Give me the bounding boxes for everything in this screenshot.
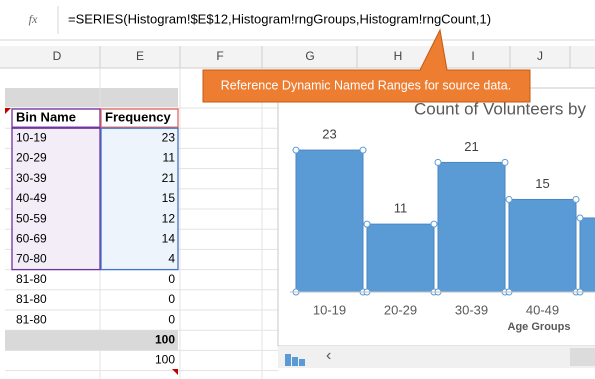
column-header-strip <box>0 46 595 68</box>
comment-marker <box>172 369 178 375</box>
column-header: F <box>216 49 223 63</box>
cell: 12 <box>162 211 176 225</box>
selection-handle <box>501 158 509 166</box>
callout-text: Reference Dynamic Named Ranges for sourc… <box>221 78 511 92</box>
selection <box>11 108 101 128</box>
selection-handle <box>434 158 442 166</box>
selection-fill <box>11 127 101 271</box>
cell: 4 <box>168 252 175 266</box>
bar <box>295 149 364 293</box>
cell: 14 <box>162 231 176 245</box>
callout <box>202 28 531 103</box>
cell[interactable]: 60-69 <box>16 231 47 245</box>
cell: 23 <box>162 130 176 144</box>
selection <box>100 108 179 128</box>
header-cell: Bin Name <box>16 110 76 125</box>
data-label: 21 <box>464 139 478 154</box>
data-label: 15 <box>535 176 549 191</box>
cell: 100 <box>155 353 175 367</box>
column-header: G <box>305 49 314 63</box>
selection-handle <box>430 220 438 228</box>
cell: 0 <box>168 292 175 306</box>
sheet-icon[interactable] <box>285 354 291 366</box>
cell: 11 <box>163 151 176 165</box>
data-label: 23 <box>322 127 336 142</box>
selection-handle <box>359 146 367 154</box>
selection-handle <box>292 146 300 154</box>
cell: 0 <box>168 272 175 286</box>
cell: 15 <box>162 191 176 205</box>
bar <box>437 161 506 293</box>
bar <box>579 217 595 293</box>
cell[interactable]: 81-80 <box>16 292 47 306</box>
cell: 0 <box>168 312 175 326</box>
x-tick-label: 30-39 <box>455 302 488 317</box>
scroll-bar[interactable] <box>278 346 595 368</box>
bar <box>366 223 435 293</box>
fx-icon[interactable]: fx <box>29 12 38 26</box>
column-header: H <box>394 49 403 63</box>
cell[interactable]: 20-29 <box>16 151 47 165</box>
selection-fill <box>100 127 179 271</box>
formula-text[interactable]: =SERIES(Histogram!$E$12,Histogram!rngGro… <box>68 11 491 26</box>
cell[interactable]: 81-80 <box>16 272 47 286</box>
sheet-icon[interactable] <box>292 357 298 366</box>
bar <box>508 198 577 293</box>
comment-marker <box>5 108 11 114</box>
total-cell: 100 <box>155 332 175 346</box>
x-tick-label: 40-49 <box>526 302 559 317</box>
cell[interactable]: 81-80 <box>16 312 47 326</box>
column-header: D <box>53 49 62 63</box>
column-header: I <box>471 49 474 63</box>
column-header: E <box>136 49 144 63</box>
data-label: 11 <box>394 201 408 216</box>
scroll-thumb[interactable] <box>570 348 595 366</box>
cell[interactable]: 40-49 <box>16 191 47 205</box>
selection-handle <box>576 214 584 222</box>
cell: 21 <box>162 171 176 185</box>
cell[interactable]: 30-39 <box>16 171 47 185</box>
chart-title: Count of Volunteers by <box>414 99 587 118</box>
header-cell: Frequency <box>105 110 172 125</box>
gray-band <box>5 88 178 107</box>
x-axis-title: Age Groups <box>508 321 571 333</box>
selection-handle <box>363 220 371 228</box>
cell[interactable]: 50-59 <box>16 211 47 225</box>
gray-band <box>5 330 178 351</box>
x-tick-label: 20-29 <box>384 302 417 317</box>
x-tick-label: 10-19 <box>313 302 346 317</box>
cell[interactable]: 10-19 <box>16 130 47 144</box>
formula-bar <box>0 0 595 40</box>
selection-handle <box>505 195 513 203</box>
column-header: J <box>537 49 543 63</box>
svg-text:‹: ‹ <box>326 347 331 364</box>
sheet-icon[interactable] <box>299 359 305 366</box>
selection-handle <box>572 195 580 203</box>
cell[interactable]: 70-80 <box>16 252 47 266</box>
